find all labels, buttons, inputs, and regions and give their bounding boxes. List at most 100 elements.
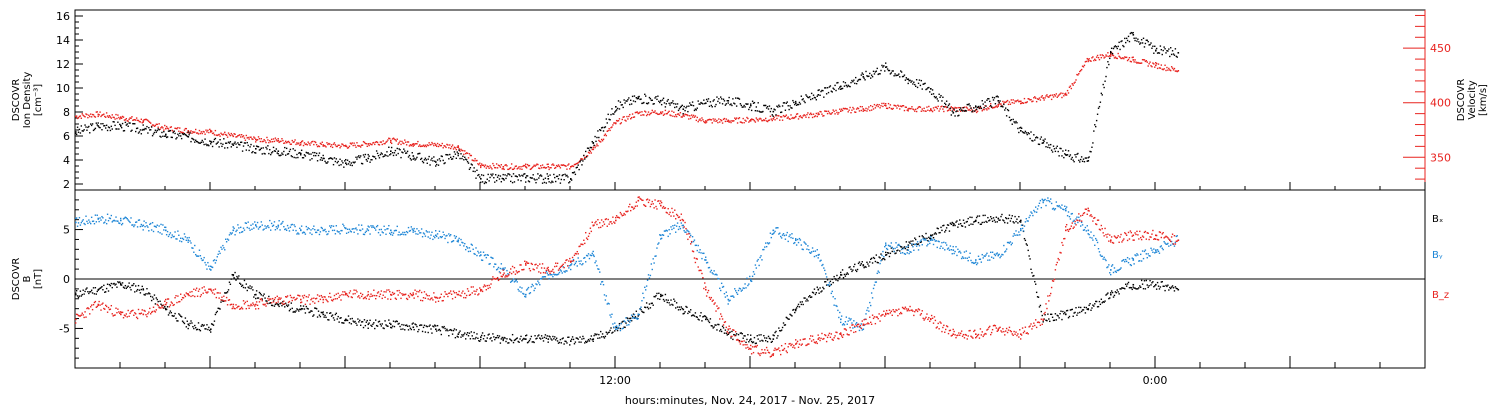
by-point (996, 252, 998, 254)
by-point (206, 268, 208, 270)
by-point (99, 217, 101, 219)
by-point (810, 252, 812, 254)
by-point (713, 270, 715, 272)
bx-point (294, 311, 296, 313)
density-point (1020, 126, 1022, 129)
velocity-point (88, 114, 90, 116)
bx-point (1019, 220, 1021, 223)
bx-point (213, 320, 216, 322)
bx-point (854, 263, 856, 266)
velocity-point (637, 112, 640, 115)
bx-point (628, 320, 630, 322)
velocity-point (1059, 93, 1061, 95)
velocity-point (1062, 92, 1064, 95)
velocity-point (878, 103, 880, 106)
by-point (747, 284, 749, 287)
velocity-point (499, 166, 502, 168)
by-point (370, 225, 372, 227)
bx-point (270, 304, 273, 307)
velocity-point (507, 168, 509, 171)
bx-point (1049, 320, 1051, 323)
density-point (327, 161, 329, 163)
by-point (582, 263, 584, 265)
density-point (725, 103, 728, 105)
density-point (1005, 107, 1007, 109)
density-point (477, 174, 479, 177)
by-point (346, 228, 349, 231)
bx-point (947, 224, 950, 226)
bx-point (564, 340, 566, 342)
bx-point (125, 287, 128, 290)
bx-point (956, 220, 958, 222)
bx-point (227, 289, 230, 291)
bx-point (190, 320, 192, 322)
velocity-point (105, 112, 108, 114)
velocity-point (397, 143, 399, 145)
density-point (475, 177, 477, 179)
density-point (1088, 156, 1090, 158)
by-point (682, 227, 684, 229)
density-point (227, 141, 230, 143)
bx-point (858, 261, 861, 263)
by-point (695, 244, 698, 247)
velocity-point (628, 115, 630, 118)
bx-point (130, 289, 132, 291)
velocity-point (298, 142, 300, 144)
bx-point (1173, 290, 1176, 292)
density-point (459, 157, 461, 160)
density-point (431, 157, 433, 160)
bx-point (1017, 222, 1019, 224)
bx-point (781, 326, 784, 329)
density-point (131, 129, 133, 132)
by-point (1014, 234, 1016, 236)
density-point (181, 133, 184, 135)
bx-point (684, 311, 686, 313)
density-point (295, 157, 297, 159)
bx-point (423, 324, 426, 327)
bx-point (690, 309, 692, 311)
bx-point (1050, 313, 1053, 316)
velocity-point (315, 144, 318, 146)
by-point (763, 248, 765, 251)
by-point (669, 233, 671, 235)
velocity-point (494, 166, 496, 169)
velocity-point (1021, 102, 1024, 104)
velocity-point (990, 103, 992, 105)
by-point (170, 236, 173, 239)
by-point (401, 233, 403, 235)
velocity-point (650, 112, 653, 114)
by-point (910, 251, 912, 253)
velocity-point (243, 137, 246, 139)
velocity-point (1120, 57, 1122, 60)
velocity-point (176, 128, 178, 130)
bx-point (493, 336, 495, 338)
density-point (415, 158, 417, 160)
density-point (83, 129, 85, 131)
density-point (575, 167, 578, 169)
bx-point (367, 327, 369, 329)
velocity-point (458, 148, 460, 150)
bx-point (1148, 285, 1150, 287)
density-point (795, 100, 797, 103)
density-point (772, 110, 775, 113)
by-point (159, 232, 161, 234)
velocity-point (366, 145, 368, 148)
density-point (816, 95, 818, 97)
bx-point (1086, 308, 1088, 310)
density-point (292, 148, 294, 150)
by-point (839, 311, 841, 314)
velocity-point (624, 119, 626, 121)
velocity-point (452, 148, 455, 150)
bx-point (448, 335, 450, 337)
velocity-point (869, 109, 871, 112)
bx-point (1065, 313, 1067, 316)
density-point (504, 174, 506, 176)
velocity-point (474, 158, 476, 160)
velocity-point (175, 127, 177, 130)
bx-point (996, 221, 998, 223)
by-point (641, 300, 643, 302)
by-point (991, 251, 994, 253)
bx-point (650, 302, 653, 305)
density-point (176, 136, 178, 139)
density-point (765, 104, 767, 107)
